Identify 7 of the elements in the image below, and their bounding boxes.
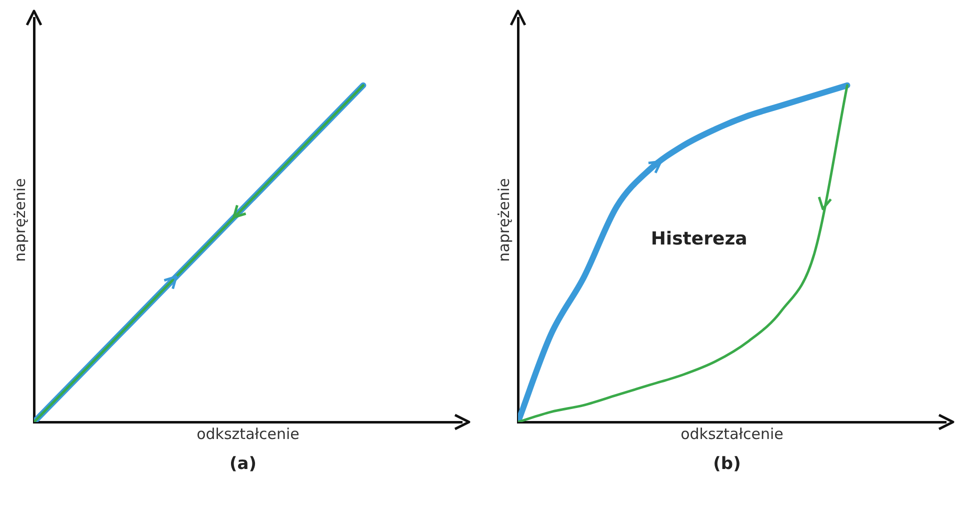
x-axis-title: odkształcenie [196, 424, 300, 443]
text: (a) [228, 454, 258, 474]
y-axis-title: naprężenie [10, 178, 29, 262]
x-axis-title: odkształcenie [680, 424, 784, 443]
annotation: Histereza [650, 228, 748, 250]
y-axis-title: naprężenie [494, 178, 513, 262]
text: (b) [712, 454, 742, 474]
